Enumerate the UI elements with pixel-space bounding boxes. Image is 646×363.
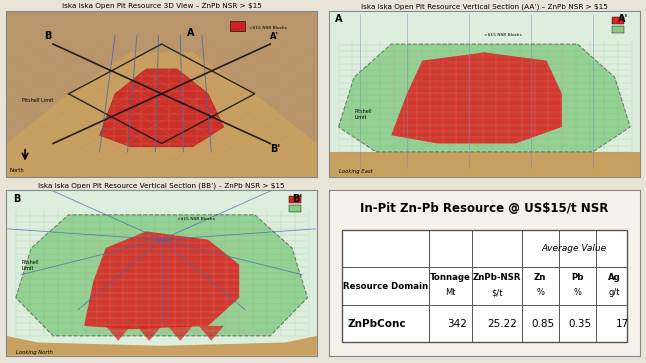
Text: Looking East: Looking East — [339, 170, 372, 174]
Text: ZnPb-NSR: ZnPb-NSR — [472, 273, 521, 282]
Text: A': A' — [618, 15, 628, 24]
Text: %: % — [574, 288, 581, 297]
Text: >$15 NSR Blocks: >$15 NSR Blocks — [249, 25, 286, 29]
Text: Tonnage: Tonnage — [430, 273, 471, 282]
Text: Resource Domain: Resource Domain — [342, 282, 428, 291]
Text: Mt: Mt — [445, 288, 455, 297]
Text: In-Pit Zn-Pb Resource @ US$15/t NSR: In-Pit Zn-Pb Resource @ US$15/t NSR — [360, 202, 609, 215]
Text: ZnPbConc: ZnPbConc — [348, 319, 406, 329]
Polygon shape — [16, 215, 307, 336]
Text: Average Value: Average Value — [542, 244, 607, 253]
FancyBboxPatch shape — [342, 230, 627, 342]
Polygon shape — [137, 326, 162, 341]
Polygon shape — [339, 44, 630, 152]
Title: Iska Iska Open Pit Resource 3D View – ZnPb NSR > $15: Iska Iska Open Pit Resource 3D View – Zn… — [61, 3, 262, 9]
Title: Iska Iska Open Pit Resource Vertical Section (BB’) – ZnPb NSR > $15: Iska Iska Open Pit Resource Vertical Sec… — [38, 182, 285, 189]
Text: Zn: Zn — [534, 273, 547, 282]
Bar — [289, 196, 301, 203]
Text: B': B' — [270, 144, 280, 154]
Text: North: North — [10, 168, 25, 173]
Text: B': B' — [292, 193, 302, 204]
Polygon shape — [106, 326, 130, 341]
Text: g/t: g/t — [609, 288, 620, 297]
Text: B: B — [44, 31, 51, 41]
Bar — [289, 205, 301, 212]
Text: Pitshell
Limit: Pitshell Limit — [354, 109, 371, 120]
Text: A: A — [335, 15, 343, 24]
Text: Pb: Pb — [571, 273, 584, 282]
Polygon shape — [329, 152, 640, 177]
Text: $/t: $/t — [491, 288, 503, 297]
Bar — [612, 17, 624, 24]
Polygon shape — [199, 326, 224, 341]
Text: B: B — [13, 193, 20, 204]
Text: 17: 17 — [616, 319, 629, 329]
Polygon shape — [84, 231, 239, 329]
Polygon shape — [391, 52, 562, 143]
Text: %: % — [536, 288, 544, 297]
Text: 0.85: 0.85 — [531, 319, 554, 329]
Text: A: A — [187, 28, 194, 38]
Text: 342: 342 — [448, 319, 467, 329]
Text: Pitshell Limit: Pitshell Limit — [22, 98, 54, 103]
Text: >$15 NSR Blocks: >$15 NSR Blocks — [177, 217, 215, 221]
Bar — [230, 21, 245, 31]
Title: Iska Iska Open Pit Resource Vertical Section (AA’) – ZnPb NSR > $15: Iska Iska Open Pit Resource Vertical Sec… — [361, 3, 608, 9]
Text: Looking North: Looking North — [16, 350, 52, 355]
Text: Pitshell
Limit: Pitshell Limit — [22, 260, 39, 270]
Text: 0.35: 0.35 — [568, 319, 592, 329]
Text: 25.22: 25.22 — [487, 319, 517, 329]
Polygon shape — [6, 336, 317, 356]
Polygon shape — [99, 69, 224, 147]
Text: Ag: Ag — [609, 273, 621, 282]
Polygon shape — [6, 52, 317, 177]
Text: >$15 NSR Blocks: >$15 NSR Blocks — [484, 33, 522, 37]
Polygon shape — [168, 326, 193, 341]
Bar — [612, 26, 624, 33]
Text: A': A' — [270, 32, 279, 41]
